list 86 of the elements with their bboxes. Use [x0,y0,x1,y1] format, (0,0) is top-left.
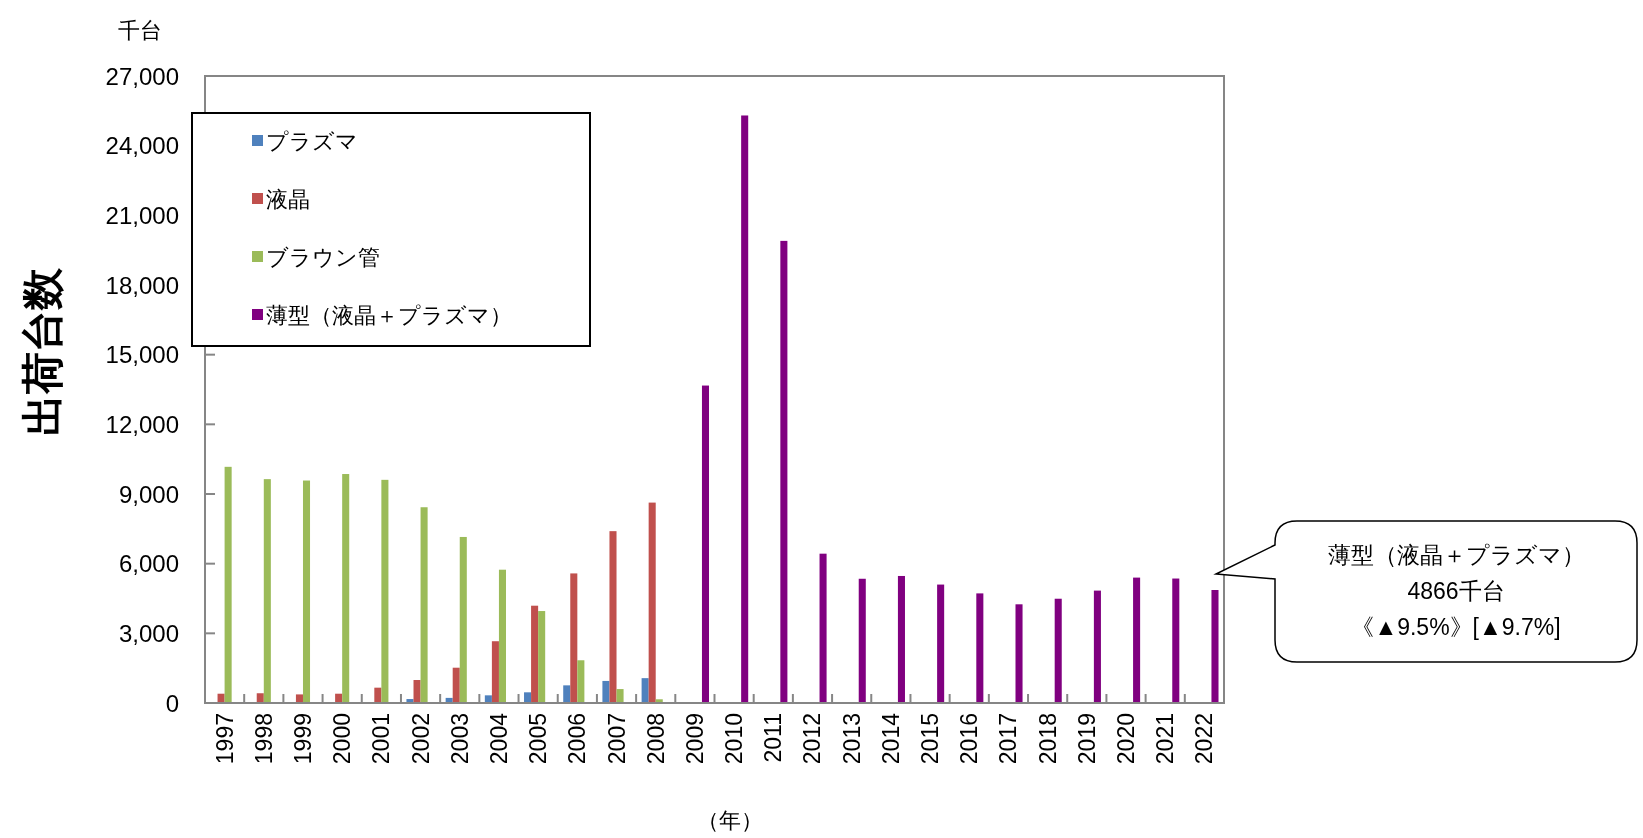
y-tick-label: 18,000 [105,271,179,299]
bar [1093,590,1101,703]
bar [263,479,271,703]
x-tick-label: 2007 [603,713,630,765]
x-tick-label: 1998 [250,713,277,765]
bar [459,536,467,703]
bar [224,466,232,703]
y-tick-label: 27,000 [105,62,179,90]
bar [701,385,710,703]
x-tick-label: 2003 [446,713,473,765]
bar [524,692,532,703]
bar [897,575,905,703]
x-tick-label: 2002 [407,713,434,765]
x-tick-label: 2013 [838,713,865,765]
y-tick-label: 0 [165,689,179,717]
bar [741,115,749,703]
x-tick-label: 2000 [329,713,356,765]
y-tick-label: 21,000 [105,201,179,229]
x-tick-label: 2008 [642,713,669,765]
bar [295,694,303,703]
bar [1054,598,1062,703]
bar [452,667,460,703]
bar [937,584,945,703]
bar [531,605,539,703]
x-tick-label: 2022 [1191,713,1218,765]
bar [420,507,428,703]
bar [577,660,585,703]
x-tick-label: 2009 [681,713,708,765]
bar [302,480,311,703]
x-tick-label: 2014 [877,712,904,765]
bar [648,502,656,703]
x-tick-label: 2017 [995,713,1022,765]
text: 4866千台 [1407,578,1505,604]
x-tick-label: 2020 [1113,713,1140,765]
x-axis-title: （年） [697,807,763,833]
bar [413,680,421,703]
bar [498,569,506,703]
y-tick-label: 12,000 [105,410,179,438]
bar [563,685,571,703]
x-tick-label: 2018 [1034,713,1061,765]
x-tick-label: 2012 [799,713,826,765]
bar [374,687,382,703]
y-tick-label: 15,000 [105,341,179,369]
bar [256,693,264,703]
bar [381,479,389,703]
x-tick-label: 2011 [760,713,787,763]
y-tick-label: 9,000 [118,480,179,508]
bar [1211,590,1219,703]
bar [609,531,617,703]
bar [819,553,827,703]
bar [342,474,350,703]
y-tick-label: 6,000 [118,550,179,578]
bar [976,593,984,703]
legend-label: 薄型（液晶＋プラズマ） [266,302,512,328]
x-tick-label: 2019 [1073,713,1100,765]
y-axis-title: 出荷台数 [18,267,66,436]
bar [780,240,788,703]
bar [570,573,578,703]
bar [641,678,649,703]
legend-label: ブラウン管 [266,244,380,270]
x-tick-label: 2004 [485,712,512,765]
y-tick-label: 24,000 [105,132,179,160]
x-tick-label: 1997 [211,713,238,765]
x-tick-label: 2016 [956,713,983,765]
bar [602,680,610,703]
x-tick-label: 2006 [564,713,591,765]
x-tick-label: 2015 [917,713,944,765]
bar [491,641,499,703]
legend-label: プラズマ [266,128,358,154]
text: 千台 [118,17,162,43]
y-tick-label: 3,000 [118,619,179,647]
bar [1015,604,1023,703]
bar [858,578,866,703]
bar [1172,578,1180,703]
text: 《▲9.5%》[▲9.7%] [1351,614,1561,640]
x-tick-label: 2005 [525,713,552,765]
x-tick-label: 2001 [368,713,395,765]
bar [484,695,492,703]
bar [1133,577,1141,703]
x-tick-label: 2010 [721,713,748,765]
bar [538,611,546,703]
legend-label: 液晶 [266,186,310,212]
bar [616,689,624,703]
text: 薄型（液晶＋プラズマ） [1327,542,1585,568]
x-tick-label: 2021 [1152,713,1179,765]
x-tick-label: 1999 [289,713,316,765]
